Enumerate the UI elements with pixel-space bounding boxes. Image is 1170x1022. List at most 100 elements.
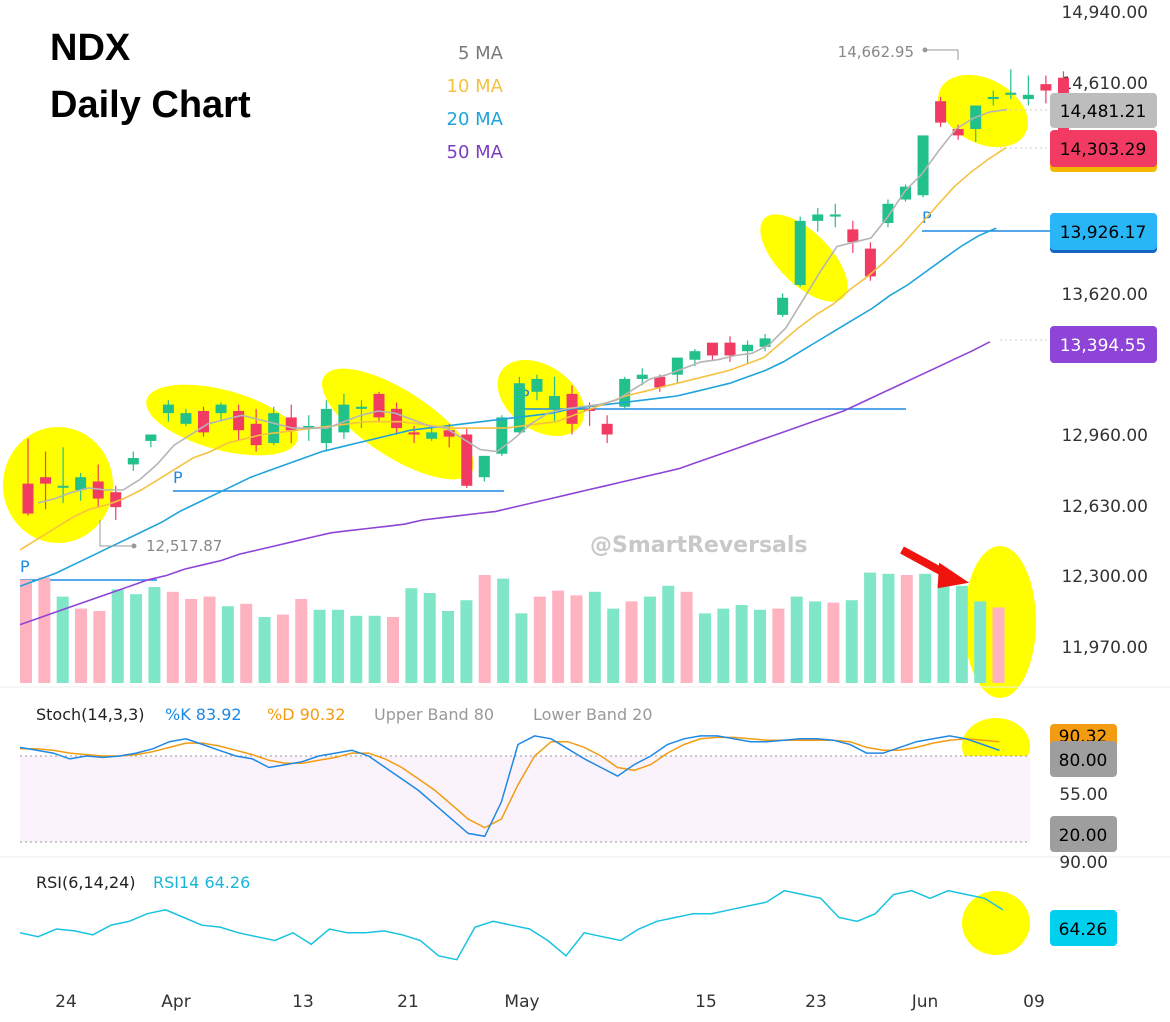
candle: [180, 408, 192, 426]
candle-body: [864, 248, 876, 277]
candle: [742, 340, 754, 364]
volume-bar: [313, 609, 326, 683]
badge-last-price: [1050, 130, 1157, 167]
candle-body: [461, 434, 473, 486]
volume-bar: [350, 615, 363, 683]
candle-body: [355, 406, 367, 409]
volume-bar: [148, 587, 161, 683]
candle: [601, 415, 613, 444]
volume-bar: [93, 611, 106, 683]
volume-bar: [221, 606, 234, 683]
candle-body: [1022, 94, 1034, 100]
candle-body: [443, 430, 455, 437]
candle-body: [777, 297, 789, 315]
y-tick: 13,620.00: [1061, 285, 1148, 305]
volume-bar: [937, 584, 950, 683]
x-tick: Jun: [911, 992, 939, 1012]
volume-bar: [276, 614, 289, 683]
stoch-upper-badge: [1050, 741, 1117, 777]
pivot-label: P: [20, 557, 30, 576]
volume-bar: [772, 608, 785, 683]
candle-body: [75, 477, 87, 491]
volume-bar: [588, 591, 601, 683]
candle-body: [198, 411, 209, 433]
rsi-label: RSI(6,14,24): [36, 873, 136, 892]
stoch-lower-label: Lower Band 20: [533, 705, 653, 724]
low-dot: [131, 543, 137, 549]
candle: [75, 472, 87, 501]
candle-body: [426, 432, 438, 439]
volume-bar: [992, 607, 1005, 683]
low-annotation: 12,517.87: [99, 520, 222, 555]
volume-bar: [662, 585, 675, 683]
candle-body: [268, 413, 280, 444]
stoch-mid-tick: 55.00: [1059, 785, 1108, 805]
volume-bar: [698, 613, 711, 683]
stoch-k-label: %K 83.92: [165, 705, 242, 724]
candle: [268, 406, 280, 446]
ma10-line: [19, 146, 1007, 551]
volume-bar: [754, 609, 766, 683]
volume-bar: [955, 585, 968, 683]
candle: [706, 342, 718, 360]
candle: [215, 402, 227, 422]
candle-body: [742, 344, 754, 352]
candle: [847, 220, 859, 253]
x-tick: 15: [695, 992, 717, 1012]
x-tick: 09: [1023, 992, 1045, 1012]
x-tick: 21: [397, 992, 419, 1012]
candle-body: [987, 96, 999, 100]
legend-ma20: 20 MA: [447, 109, 504, 130]
candle: [92, 464, 104, 508]
y-axis: 14,940.00 14,610.00 13,620.00 12,960.00 …: [1061, 3, 1148, 658]
stoch-d-label: %D 90.32: [267, 705, 345, 724]
candle-body: [145, 434, 157, 441]
candle-body: [935, 101, 947, 123]
candle-body: [391, 408, 403, 429]
rsi-line: [19, 889, 1004, 961]
candle-body: [654, 376, 666, 388]
candle: [127, 451, 139, 471]
volume-bar: [900, 575, 913, 683]
x-tick: 23: [805, 992, 827, 1012]
ma50-line: [19, 341, 991, 626]
low-value: 12,517.87: [146, 537, 222, 555]
candle: [250, 408, 262, 452]
candle: [355, 400, 367, 429]
y-tick: 12,300.00: [1061, 567, 1148, 587]
candle-body: [847, 229, 859, 243]
x-tick: 24: [55, 992, 77, 1012]
high-dot: [922, 47, 928, 53]
stoch-upper-label: Upper Band 80: [374, 705, 494, 724]
candle-body: [812, 214, 824, 221]
candle-body: [92, 481, 104, 499]
rsi-pane: 90.00 RSI(6,14,24) RSI14 64.26 64.26: [19, 853, 1117, 961]
volume-bar: [240, 603, 253, 683]
candle-body: [882, 203, 894, 223]
candle-body: [215, 404, 227, 414]
volume-bar: [717, 608, 730, 683]
candle-body: [671, 357, 683, 375]
candle: [426, 428, 438, 441]
candle: [145, 434, 157, 448]
badge-last-price-text: 14,303.29: [1060, 140, 1147, 160]
badge-ma50: [1050, 326, 1157, 363]
volume-bars: [20, 572, 1005, 683]
volume-bar: [203, 596, 216, 683]
badge-ma5: [1050, 93, 1157, 128]
volume-bar: [423, 593, 436, 683]
volume-bar: [552, 590, 565, 683]
candle-body: [513, 383, 525, 433]
candle: [285, 404, 297, 444]
high-annotation: 14,662.95: [838, 43, 959, 61]
volume-bar: [515, 613, 528, 683]
candle: [759, 334, 771, 352]
candle: [461, 428, 473, 488]
candle: [40, 451, 52, 510]
candle: [338, 393, 350, 439]
volume-bar: [258, 617, 271, 683]
candle: [900, 184, 911, 202]
legend-ma5: 5 MA: [458, 43, 504, 64]
volume-bar: [882, 573, 895, 683]
candle: [198, 406, 209, 437]
